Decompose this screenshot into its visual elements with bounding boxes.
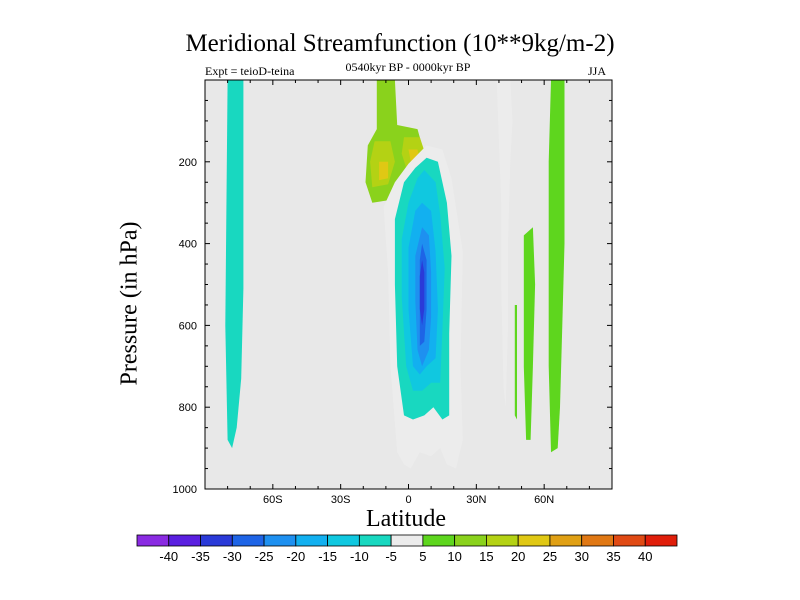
colorbar-box [517,534,551,547]
contour-region-14 [523,227,536,440]
x-tick-label: 30S [331,494,351,506]
colorbar-label: -10 [350,549,369,564]
colorbar-box [231,534,265,547]
colorbar-label: 5 [419,549,426,564]
contour-region-15 [514,305,517,420]
colorbar-box [136,534,170,547]
colorbar-box [200,534,233,547]
contour-region-12 [419,260,425,326]
contour-region-13 [496,80,513,408]
y-axis-label: Pressure (in hPa) [116,221,143,386]
contour-region-16 [548,80,565,453]
colorbar-label: -5 [385,549,397,564]
colorbar-label: -25 [255,549,274,564]
chart-title: Meridional Streamfunction (10**9kg/m-2) [185,30,615,57]
colorbar-box [613,534,646,547]
x-tick-label: 0 [405,494,411,506]
y-tick-label: 400 [179,239,197,251]
colorbar-label: -35 [191,549,210,564]
y-tick-label: 600 [179,320,197,332]
colorbar-box [644,534,678,547]
y-tick-label: 800 [179,402,197,414]
colorbar-box [549,534,583,547]
colorbar-label: 35 [606,549,620,564]
colorbar-box [295,534,328,547]
colorbar-box [422,534,456,547]
y-tick-label: 1000 [173,484,197,496]
contour-region-0 [225,80,244,449]
x-tick-label: 60S [263,494,283,506]
colorbar-box [454,534,487,547]
x-tick-label: 60N [534,494,554,506]
colorbar-box [263,534,297,547]
colorbar-label: 15 [479,549,493,564]
colorbar-box [581,534,614,547]
colorbar-label: -40 [159,549,178,564]
season-label: JJA [588,64,607,78]
colorbar-box [358,534,392,547]
colorbar-label: 20 [511,549,525,564]
x-axis-label: Latitude [366,506,446,532]
contour-region-3 [379,161,389,181]
colorbar-label: -15 [318,549,337,564]
colorbar-label: 40 [638,549,652,564]
colorbar-box [168,534,201,547]
colorbar: -40 -35 -30 -25 -20 -15 -10 -5 5 10 15 20 25 30 35 40 [136,534,678,564]
colorbar-box [327,534,360,547]
chart-subtitle: 0540kyr BP - 0000kyr BP [345,60,471,74]
colorbar-box [390,534,424,547]
colorbar-label: 10 [447,549,461,564]
axis-ticks: 60S 30S 0 30N 60N 200 400 600 800 1000 [173,80,612,506]
colorbar-label: -30 [223,549,242,564]
colorbar-label: 25 [543,549,557,564]
contour-regions [225,80,565,469]
colorbar-label: -20 [286,549,305,564]
colorbar-label: 30 [574,549,588,564]
y-tick-label: 200 [179,157,197,169]
experiment-label: Expt = teioD-teina [205,64,295,78]
x-tick-label: 30N [466,494,486,506]
colorbar-box [486,534,519,547]
